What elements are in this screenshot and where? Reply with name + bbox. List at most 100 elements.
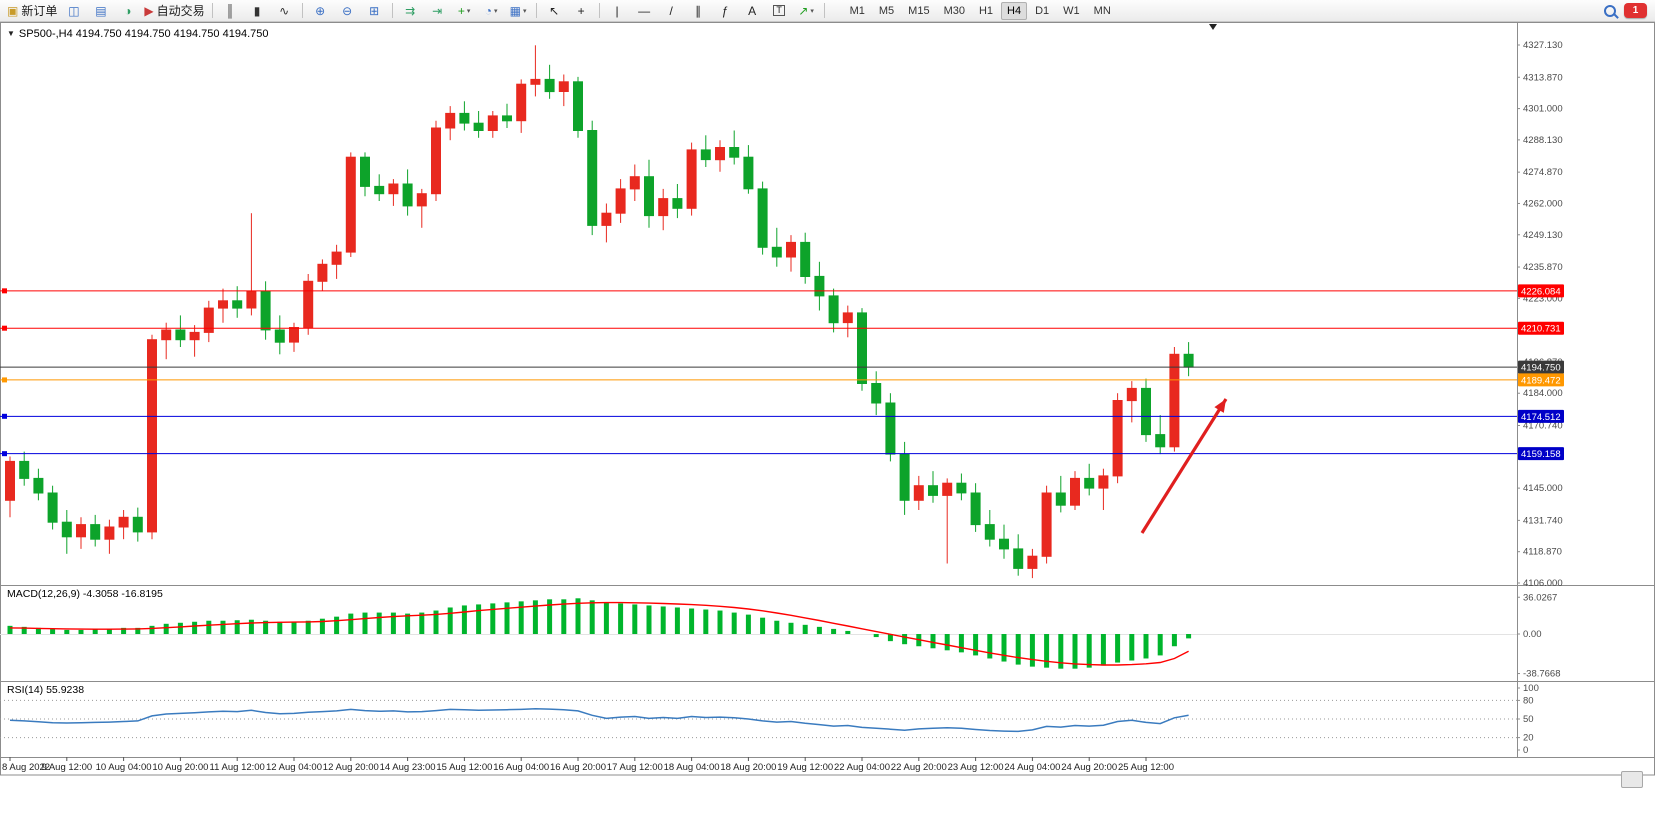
svg-text:12 Aug 20:00: 12 Aug 20:00 (323, 762, 379, 773)
svg-text:4106.000: 4106.000 (1523, 578, 1563, 589)
svg-text:4118.870: 4118.870 (1523, 547, 1562, 558)
label-button[interactable]: T (767, 1, 792, 20)
timeframe-button-m30[interactable]: M30 (943, 4, 965, 17)
chart-shift-button[interactable]: ⇥ (425, 1, 450, 20)
fibonacci-button[interactable]: ƒ (713, 1, 738, 20)
svg-text:4274.870: 4274.870 (1523, 167, 1563, 178)
price-badge-4189.472: 4189.472 (1518, 373, 1564, 387)
svg-text:36.0267: 36.0267 (1523, 592, 1557, 603)
bar-chart-button[interactable]: ║ (218, 1, 243, 20)
tile-windows-button-icon: ⊞ (369, 3, 380, 18)
zoom-in-button[interactable]: ⊕ (308, 1, 333, 20)
timeframe-button-m5[interactable]: M5 (878, 4, 895, 17)
market-watch-button-icon: ▤ (95, 3, 107, 18)
svg-text:4223.000: 4223.000 (1523, 293, 1563, 304)
svg-text:24 Aug 20:00: 24 Aug 20:00 (1061, 762, 1117, 773)
add-indicator-button-dropdown-icon[interactable]: ▾ (466, 7, 471, 15)
timeframe-button-m1[interactable]: M1 (849, 4, 865, 17)
svg-text:4226.084: 4226.084 (1521, 286, 1561, 297)
cursor-button[interactable]: ↖ (542, 1, 567, 20)
search-icon[interactable] (1604, 4, 1616, 17)
svg-text:4301.000: 4301.000 (1523, 104, 1563, 115)
svg-text:9 Aug 12:00: 9 Aug 12:00 (41, 762, 92, 773)
svg-text:16 Aug 04:00: 16 Aug 04:00 (493, 762, 549, 773)
svg-text:17 Aug 12:00: 17 Aug 12:00 (607, 762, 663, 773)
trend-arrow[interactable] (1140, 398, 1228, 534)
price-badge-4159.158: 4159.158 (1518, 447, 1564, 461)
data-window-button-icon: ◑ (124, 3, 132, 18)
hline-handle[interactable] (2, 413, 7, 419)
hline-handle[interactable] (2, 325, 7, 331)
zoom-out-button[interactable]: ⊖ (335, 1, 360, 20)
price-badge-4210.731: 4210.731 (1518, 321, 1564, 335)
timeframe-button-mn[interactable]: MN (1093, 4, 1111, 17)
timeframe-button-h4[interactable]: H4 (1001, 1, 1028, 20)
autotrading-button[interactable]: ▶ 自动交易 (142, 1, 206, 20)
price-axis[interactable]: 4327.130 4313.870 4301.000 4288.130 4274.870… (1517, 40, 1563, 589)
timeframe-group: M1 M5 M15 M30 H1 H4 D1 W1 MN (843, 1, 1118, 20)
arrows-button[interactable]: ↗ ▾ (794, 1, 819, 20)
text-button[interactable]: A (740, 1, 765, 20)
market-watch-button[interactable]: ▤ (88, 1, 113, 20)
horizontal-line-button[interactable]: — (632, 1, 657, 20)
svg-text:4131.740: 4131.740 (1523, 515, 1563, 526)
one-click-expander-icon[interactable]: ▼ (7, 29, 15, 38)
auto-scroll-button[interactable]: ⇉ (398, 1, 423, 20)
channel-button-icon: ∥ (695, 3, 702, 18)
macd-signal-line (9, 601, 1189, 666)
notification-badge[interactable]: 1 (1624, 3, 1647, 18)
channel-button[interactable]: ∥ (686, 1, 711, 20)
timeframe-button-h1[interactable]: H1 (978, 4, 994, 17)
timeframes-menu-button-icon: ◔ (484, 3, 492, 18)
autotrading-button-label: 自动交易 (156, 4, 205, 18)
crosshair-button[interactable]: + (569, 1, 594, 20)
svg-text:4189.472: 4189.472 (1521, 375, 1561, 386)
svg-text:0: 0 (1523, 745, 1528, 756)
svg-text:10 Aug 04:00: 10 Aug 04:00 (96, 762, 152, 773)
template-button[interactable]: ▦ ▾ (506, 1, 531, 20)
svg-text:4288.130: 4288.130 (1523, 135, 1563, 146)
candlestick-chart-button-icon: ▮ (253, 3, 261, 18)
timeframes-menu-button[interactable]: ◔ ▾ (479, 1, 504, 20)
candles-layer (5, 45, 1194, 579)
line-chart-button[interactable]: ∿ (272, 1, 297, 20)
crosshair-button-icon: + (577, 3, 585, 18)
vertical-line-button[interactable]: | (605, 1, 630, 20)
timeframe-button-m15[interactable]: M15 (908, 4, 930, 17)
svg-text:4249.130: 4249.130 (1523, 230, 1563, 241)
svg-text:22 Aug 20:00: 22 Aug 20:00 (891, 762, 947, 773)
add-indicator-button[interactable]: + ▾ (452, 1, 477, 20)
toolbar-separator (211, 3, 213, 18)
window-resize-corner[interactable] (1621, 771, 1643, 788)
hline-handle[interactable] (2, 288, 7, 294)
bar-chart-button-icon: ║ (225, 3, 235, 18)
rsi-indicator-label: RSI(14) 55.9238 (7, 684, 85, 696)
trendline-button[interactable]: / (659, 1, 684, 20)
horizontal-line-button-icon: — (638, 3, 651, 18)
new-order-button-label: 新订单 (21, 4, 58, 18)
timeframe-button-w1[interactable]: W1 (1063, 4, 1080, 17)
charts-button[interactable]: ◫ (61, 1, 86, 20)
timeframes-menu-button-dropdown-icon[interactable]: ▾ (493, 7, 498, 15)
svg-text:80: 80 (1523, 695, 1534, 706)
timeframe-button-d1[interactable]: D1 (1035, 4, 1050, 17)
charts-button-icon: ◫ (68, 3, 80, 18)
data-window-button[interactable]: ◑ (115, 1, 140, 20)
new-order-button-icon: ▣ (7, 3, 19, 18)
zoom-in-button-icon: ⊕ (315, 3, 326, 18)
svg-text:4170.740: 4170.740 (1523, 420, 1563, 431)
new-order-button[interactable]: ▣ 新订单 (5, 1, 59, 20)
hline-handle[interactable] (2, 377, 7, 383)
svg-text:4194.750: 4194.750 (1521, 363, 1561, 374)
toolbar-separator (823, 3, 825, 18)
template-button-dropdown-icon[interactable]: ▾ (523, 7, 527, 15)
hline-handle[interactable] (2, 451, 7, 457)
tile-windows-button[interactable]: ⊞ (362, 1, 387, 20)
toolbar-separator (598, 3, 600, 18)
candlestick-chart-button[interactable]: ▮ (245, 1, 270, 20)
arrows-button-dropdown-icon[interactable]: ▾ (810, 7, 814, 15)
bar-position-marker (1209, 24, 1217, 30)
